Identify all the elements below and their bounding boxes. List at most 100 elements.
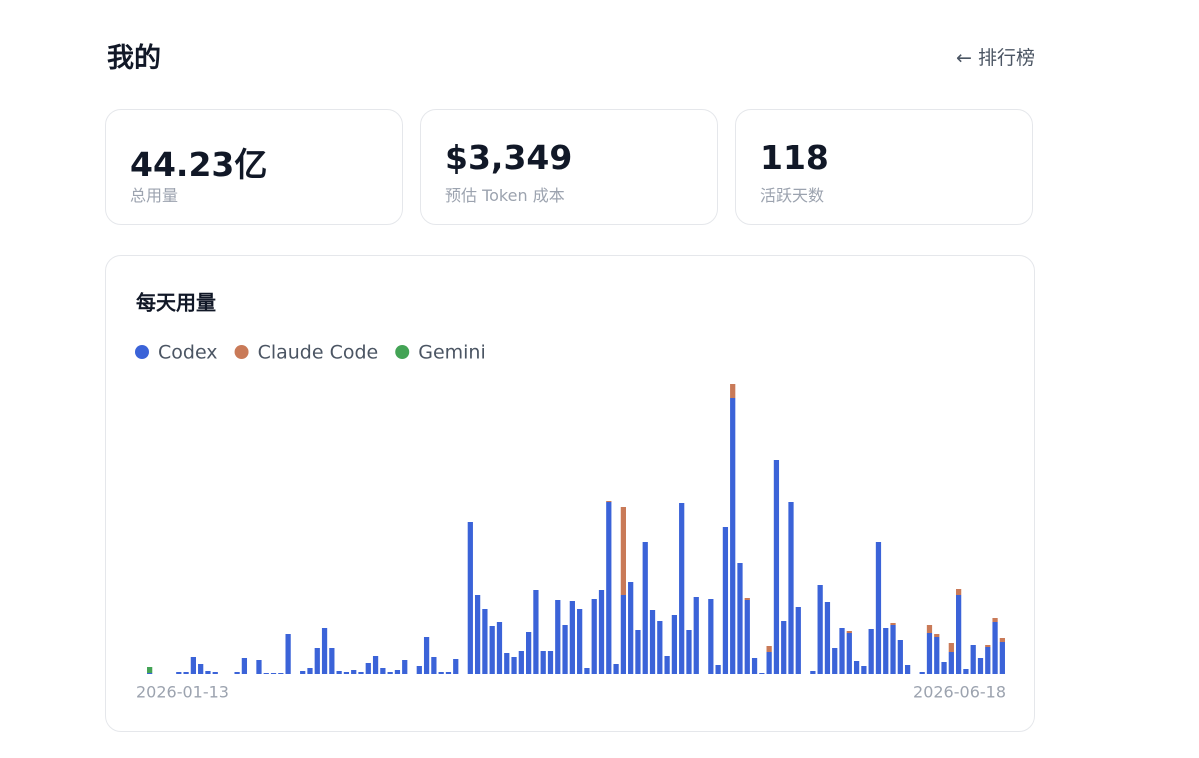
bar-segment [686, 630, 692, 674]
bar-segment [846, 631, 852, 633]
bar-segment [620, 507, 626, 595]
bar-segment [970, 645, 976, 674]
chart-card: 每天用量 Codex Claude Code Gemini 2026-01-13 202… [105, 255, 1035, 732]
bar-segment [307, 668, 313, 674]
bar-segment [183, 672, 189, 674]
bar-segment [445, 672, 452, 674]
bar-segment [751, 658, 758, 674]
bar-segment [562, 625, 568, 674]
bar-segment [795, 607, 801, 674]
stat-card: $3,349 预估 Token 成本 [420, 109, 718, 225]
bar-segment [598, 590, 605, 674]
bar-segment [642, 542, 648, 674]
bar-segment [934, 637, 940, 674]
bar-segment [926, 625, 933, 633]
bar-segment [176, 672, 182, 674]
bar-segment [766, 646, 772, 652]
bar-segment [788, 502, 794, 674]
bar-segment [555, 600, 561, 674]
stat-card: 118 活跃天数 [735, 109, 1033, 225]
chart: 每天用量 Codex Claude Code Gemini 2026-01-13 202… [135, 291, 1006, 702]
bar-segment [977, 658, 984, 674]
bar-segment [999, 642, 1005, 674]
bar-segment [205, 671, 211, 674]
bar-segment [547, 651, 554, 674]
bar-segment [526, 632, 532, 674]
bar-segment [358, 672, 364, 674]
bar-segment [730, 384, 736, 398]
bar-segment [730, 398, 736, 674]
bar-segment [577, 609, 583, 674]
bar-segment [664, 656, 670, 674]
bar-segment [737, 563, 743, 674]
bar-segment [190, 657, 196, 674]
bar-segment [533, 590, 539, 674]
bar-segment [649, 610, 656, 674]
bar-segment [438, 672, 444, 674]
bar-segment [300, 671, 306, 674]
bar-segment [147, 673, 153, 674]
bar-segment [766, 652, 772, 674]
bar-segment [212, 672, 218, 674]
bar-segment [489, 626, 495, 674]
bar-segment [883, 628, 889, 674]
bar-segment [861, 666, 867, 674]
bar-segment [241, 658, 248, 674]
x-tick-label: 2026-06-18 [913, 683, 1006, 702]
bar-segment [402, 660, 408, 674]
bar-segment [387, 672, 393, 674]
bar-segment [365, 663, 371, 674]
bar-segment [956, 589, 962, 595]
bar-segment [919, 672, 925, 674]
bar-segment [394, 670, 401, 674]
legend-label: Codex [158, 342, 218, 364]
bar-segment [540, 651, 546, 674]
stat-label: 总用量 [130, 186, 179, 205]
bar-segment [934, 634, 940, 637]
bar-segment [591, 599, 597, 674]
bar-segment [956, 595, 962, 674]
bar-segment [985, 647, 991, 674]
bar-segment [416, 666, 422, 674]
bar-segment [832, 648, 838, 674]
bar-segment [518, 651, 524, 674]
bar-segment [817, 585, 823, 674]
bar-segment [351, 670, 357, 674]
bar-segment [708, 599, 714, 674]
bar-segment [722, 527, 729, 674]
bar-segment [941, 662, 947, 674]
bar-segment [759, 673, 765, 674]
bar-segment [985, 645, 991, 647]
bar-segment [846, 633, 852, 674]
bar-segment [904, 665, 911, 674]
bar-segment [606, 501, 612, 502]
bar-segment [198, 664, 204, 674]
legend-swatch [395, 345, 410, 359]
bar-segment [606, 502, 612, 674]
bar-segment [147, 667, 153, 673]
bar-segment [380, 668, 386, 674]
bar-segment [773, 460, 780, 674]
bar-segment [890, 623, 896, 625]
bar-segment [285, 634, 291, 674]
bar-segment [744, 598, 750, 600]
leaderboard-link[interactable]: ← 排行榜 [956, 47, 1035, 69]
bar-segment [372, 656, 379, 674]
bar-segment [431, 657, 437, 674]
bar-segment [620, 595, 626, 674]
bar-segment [744, 600, 750, 674]
bar-segment [511, 657, 517, 674]
bar-segment [263, 673, 269, 674]
bar-segment [992, 622, 998, 674]
bar-segment [926, 633, 933, 674]
stat-label: 活跃天数 [760, 186, 825, 205]
bar-segment [839, 628, 845, 674]
bar-segment [584, 668, 590, 674]
stat-card: 44.23亿 总用量 [105, 109, 403, 225]
bar-segment [875, 542, 882, 674]
page-title: 我的 [107, 43, 161, 74]
bar-segment [613, 664, 619, 674]
bar-segment [467, 522, 473, 674]
bar-segment [569, 601, 575, 674]
